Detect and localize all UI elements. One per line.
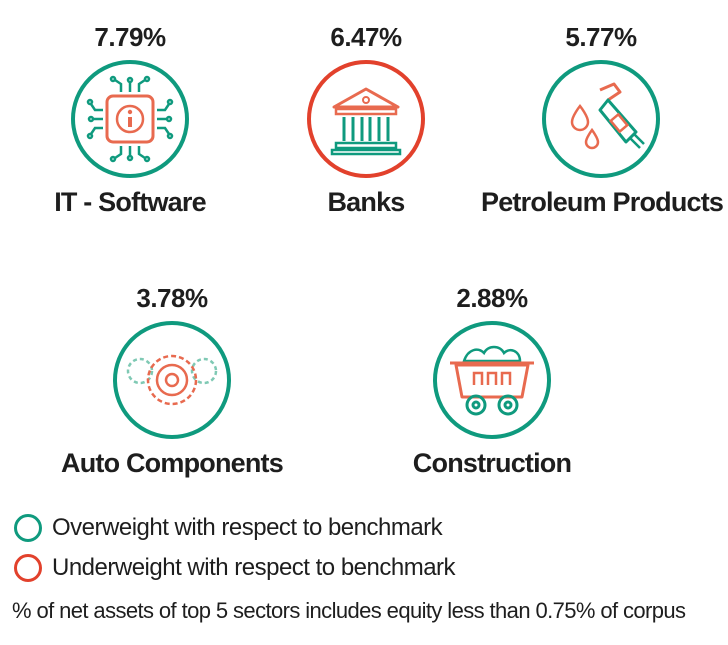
legend-overweight: Overweight with respect to benchmark (14, 514, 443, 542)
sector-value: 6.47% (330, 22, 402, 52)
gears-icon (126, 354, 218, 406)
sector-label: Banks (327, 187, 405, 217)
sector-value: 3.78% (136, 283, 208, 313)
legend-label: Overweight with respect to benchmark (52, 514, 443, 541)
bank-icon (330, 87, 402, 156)
sector-construction: 2.88% Construction (372, 283, 612, 479)
green-circle-icon (14, 514, 42, 542)
overweight-ring (113, 321, 231, 439)
legend-label: Underweight with respect to benchmark (52, 554, 456, 581)
sector-auto-components: 3.78% Auto Components (52, 283, 292, 479)
sector-label: Petroleum Products (481, 187, 724, 217)
sector-value: 5.77% (565, 22, 637, 52)
underweight-ring (307, 60, 425, 178)
overweight-ring (542, 60, 660, 178)
sector-it-software: 7.79% IT - Software (10, 22, 250, 218)
sector-label: Construction (412, 448, 572, 478)
footnote: % of net assets of top 5 sectors include… (12, 598, 686, 623)
sector-label: Auto Components (61, 448, 284, 478)
sector-value: 7.79% (94, 22, 166, 52)
mine-cart-icon (450, 345, 534, 416)
sector-label: IT - Software (54, 187, 206, 217)
sector-value: 2.88% (456, 283, 528, 313)
overweight-ring (433, 321, 551, 439)
fuel-nozzle-icon (570, 82, 645, 150)
legend-underweight: Underweight with respect to benchmark (14, 554, 456, 582)
overweight-ring (71, 60, 189, 178)
sector-banks: 6.47% Banks (246, 22, 486, 218)
chip-icon (86, 75, 174, 163)
red-circle-icon (14, 554, 42, 582)
sector-petroleum-products: 5.77% Petroleum Products (481, 22, 724, 218)
